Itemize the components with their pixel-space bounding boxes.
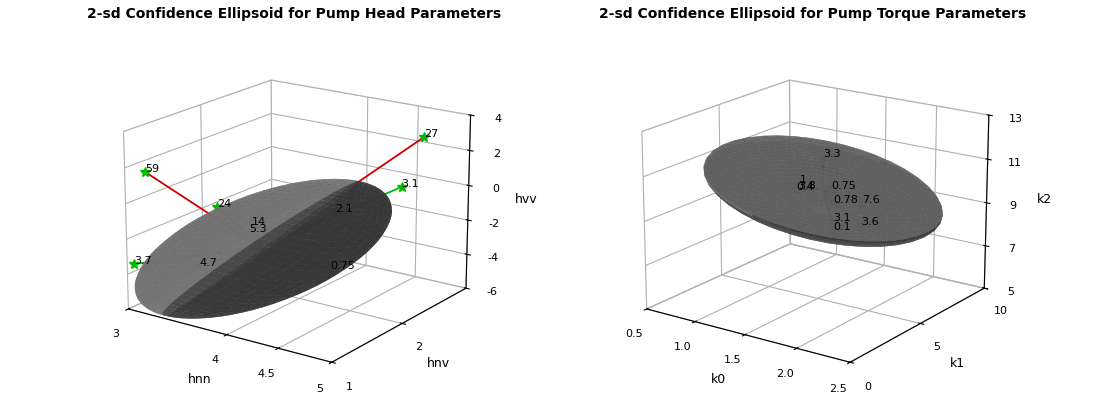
- X-axis label: k0: k0: [711, 373, 726, 386]
- Title: 2-sd Confidence Ellipsoid for Pump Torque Parameters: 2-sd Confidence Ellipsoid for Pump Torqu…: [599, 7, 1026, 21]
- X-axis label: hnn: hnn: [188, 373, 211, 386]
- Y-axis label: hnv: hnv: [427, 357, 451, 370]
- Title: 2-sd Confidence Ellipsoid for Pump Head Parameters: 2-sd Confidence Ellipsoid for Pump Head …: [87, 7, 501, 21]
- Y-axis label: k1: k1: [950, 357, 964, 370]
